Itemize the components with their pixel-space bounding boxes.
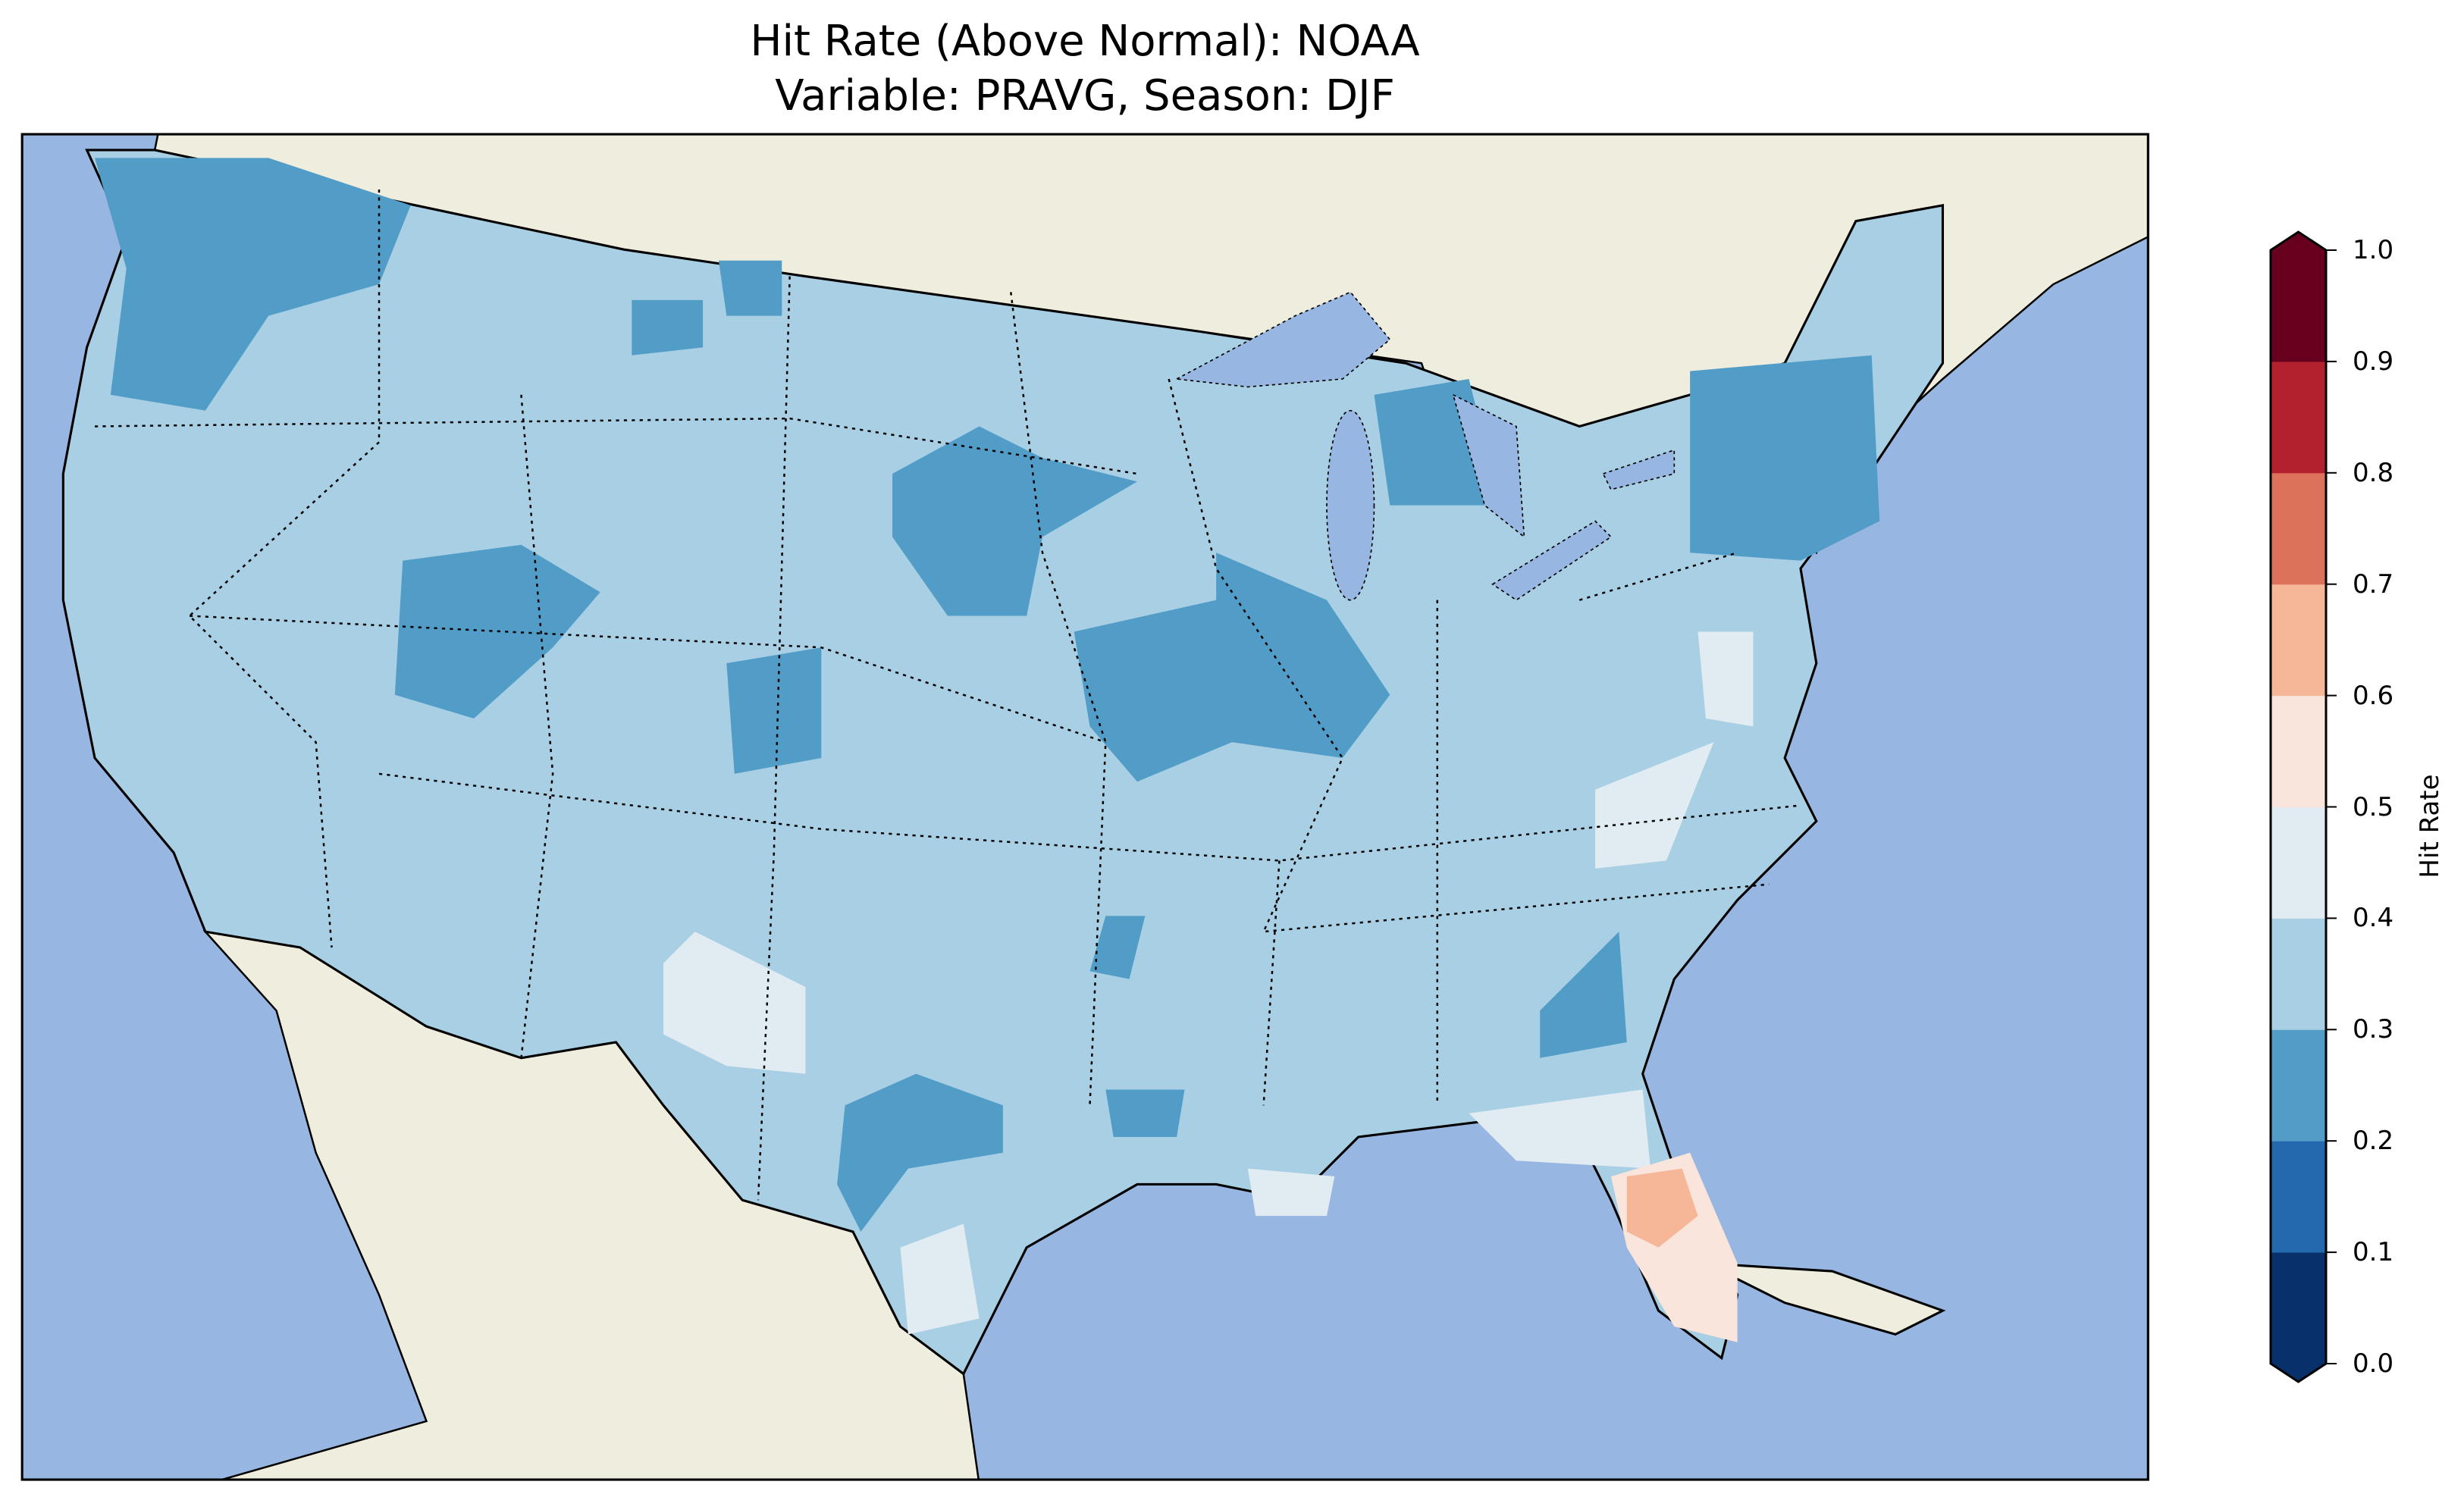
colorbar-extend-max [2271, 232, 2326, 250]
colorbar-tick-label: 0.3 [2353, 1014, 2394, 1045]
colorbar [2269, 230, 2337, 1383]
state-borders [94, 189, 1801, 1201]
hit-rate-0.2-0.3-areas [94, 158, 1880, 1232]
colorbar-segment [2271, 695, 2326, 807]
title-line-2: Variable: PRAVG, Season: DJF [775, 71, 1395, 121]
land-cuba [1705, 1262, 1946, 1336]
hit-rate-0.6-0.7-area [1626, 1168, 1698, 1248]
colorbar-tick-label: 0.0 [2353, 1348, 2394, 1379]
colorbar-tick-label: 0.8 [2353, 457, 2394, 488]
colorbar-segment [2271, 1029, 2326, 1142]
colorbar-extend-min [2271, 1364, 2326, 1382]
colorbar-segment [2271, 361, 2326, 474]
colorbar-segment [2271, 1252, 2326, 1364]
colorbar-tick-label: 0.5 [2353, 791, 2394, 822]
colorbar-segment [2271, 472, 2326, 585]
map-frame [20, 133, 2149, 1481]
colorbar-tick-label: 0.4 [2353, 903, 2394, 934]
hit-rate-0.4-0.5-areas [663, 631, 1754, 1335]
colorbar-tick-label: 0.7 [2353, 568, 2394, 600]
title-line-1: Hit Rate (Above Normal): NOAA [750, 17, 1420, 66]
colorbar-tick-label: 0.2 [2353, 1126, 2394, 1157]
colorbar-tick-label: 1.0 [2353, 235, 2394, 265]
colorbar-segment [2271, 807, 2326, 919]
colorbar-tick-label: 0.9 [2353, 346, 2394, 377]
colorbar-segment [2271, 1141, 2326, 1253]
great-lakes [1174, 291, 1676, 601]
colorbar-tick-label: 0.6 [2353, 680, 2394, 711]
colorbar-label: Hit Rate [2415, 774, 2445, 879]
colorbar-segment [2271, 250, 2326, 362]
colorbar-segment [2271, 584, 2326, 697]
colorbar-segment [2271, 918, 2326, 1030]
colorbar-tick-label: 0.1 [2353, 1237, 2394, 1268]
